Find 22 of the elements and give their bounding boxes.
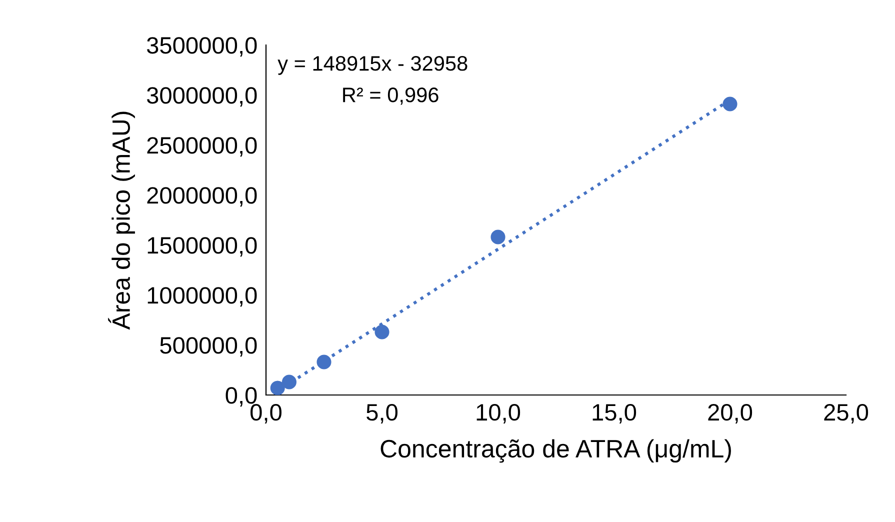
annotation: R² = 0,996	[343, 88, 438, 105]
y-axis-title: Área do pico (mAU)	[108, 112, 135, 330]
x-tick-label: 10,0	[476, 404, 520, 424]
point	[282, 374, 296, 390]
x-axis-title: Concentração de ATRA (μg/mL)	[380, 439, 731, 463]
point	[722, 96, 738, 112]
y-tick-label: 3500000,0	[146, 37, 257, 57]
y-tick-label: 3000000,0	[146, 87, 257, 107]
y-tick-label: 2500000,0	[147, 137, 257, 157]
point	[316, 354, 332, 370]
point	[270, 380, 285, 395]
point	[490, 230, 506, 244]
y-tick-label: 500000,0	[160, 337, 257, 357]
x-tick-label: 20,0	[708, 404, 752, 424]
annotation: y = 148915x - 32958	[278, 56, 468, 75]
y-tick-label: 2000000,0	[147, 187, 257, 207]
point	[374, 324, 390, 340]
y-tick-label: 1000000,0	[148, 287, 257, 307]
x-tick-label: 5,0	[366, 404, 398, 424]
x-tick-label: 25,0	[824, 404, 868, 424]
y-tick-label: 1500000,0	[148, 237, 257, 257]
x-tick-label: 15,0	[592, 404, 636, 424]
